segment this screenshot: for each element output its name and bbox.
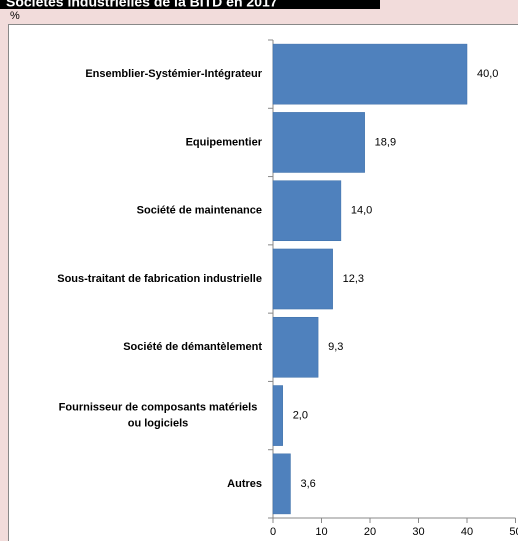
x-tick-label: 40 — [461, 526, 473, 538]
chart-title: Sociétés industrielles de la BITD en 201… — [6, 0, 278, 10]
value-label: 3,6 — [300, 478, 315, 490]
unit-label: % — [10, 10, 20, 22]
y-tick-label: Sous-traitant de fabrication industriell… — [57, 273, 262, 285]
y-tick-label: Société de maintenance — [137, 205, 262, 217]
y-tick-label: Autres — [227, 478, 262, 490]
plot-area — [8, 24, 518, 541]
bar — [272, 385, 283, 446]
bar — [272, 43, 468, 105]
y-tick-label: Ensemblier-Systémier-Intégrateur — [85, 68, 262, 80]
y-tick-label: Fournisseur de composants matériels ou lo… — [59, 401, 258, 429]
value-label: 40,0 — [477, 68, 498, 80]
title-band — [0, 0, 380, 9]
x-tick-label: 50 — [509, 526, 518, 538]
bar — [272, 453, 291, 515]
y-tick-label: Equipementier — [186, 136, 263, 148]
value-label: 12,3 — [343, 273, 364, 285]
y-tick-label: Société de démantèlement — [123, 341, 262, 353]
bar — [272, 316, 319, 378]
value-label: 14,0 — [351, 205, 372, 217]
bar — [272, 180, 342, 242]
value-label: 9,3 — [328, 341, 343, 353]
x-tick-label: 0 — [270, 526, 276, 538]
bar — [272, 112, 365, 173]
value-label: 18,9 — [375, 136, 396, 148]
x-tick-label: 10 — [315, 526, 327, 538]
value-label: 2,0 — [293, 409, 308, 421]
x-tick-label: 20 — [364, 526, 376, 538]
bar — [272, 248, 333, 310]
x-tick-label: 30 — [412, 526, 424, 538]
